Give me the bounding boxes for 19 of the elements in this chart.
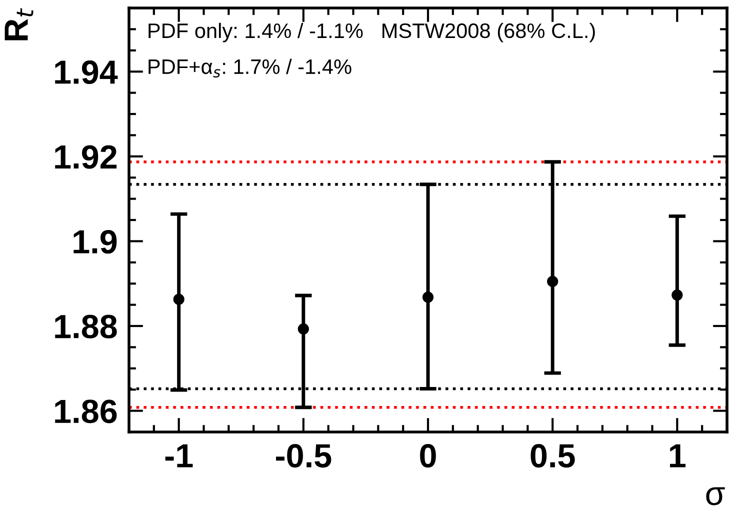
point xyxy=(422,292,434,303)
x-tick-label: 0.5 xyxy=(530,444,575,468)
point xyxy=(298,323,309,335)
y-tick-label: 1.92 xyxy=(55,145,117,169)
x-tick-label: 0 xyxy=(420,444,436,468)
point xyxy=(173,294,184,305)
y-axis-title: R$_{t}$ xyxy=(4,8,34,40)
y-tick-label: 1.9 xyxy=(74,230,117,254)
y-tick-label: 1.94 xyxy=(55,60,118,84)
point xyxy=(672,289,683,301)
annotation: PDF only: 1.4% / -1.1% MSTW2008 (68% C.L.) xyxy=(148,22,595,42)
point xyxy=(547,276,558,288)
x-tick-label: -0.5 xyxy=(276,444,332,468)
y-tick-label: 1.88 xyxy=(55,314,117,338)
x-axis-title: σ xyxy=(706,487,725,506)
y-tick-label: 1.86 xyxy=(55,400,117,424)
x-tick-label: 1 xyxy=(670,444,686,468)
x-tick-label: -1 xyxy=(165,444,193,468)
annotation: PDF+α$_{s}$: 1.7% / -1.4% xyxy=(148,58,352,78)
